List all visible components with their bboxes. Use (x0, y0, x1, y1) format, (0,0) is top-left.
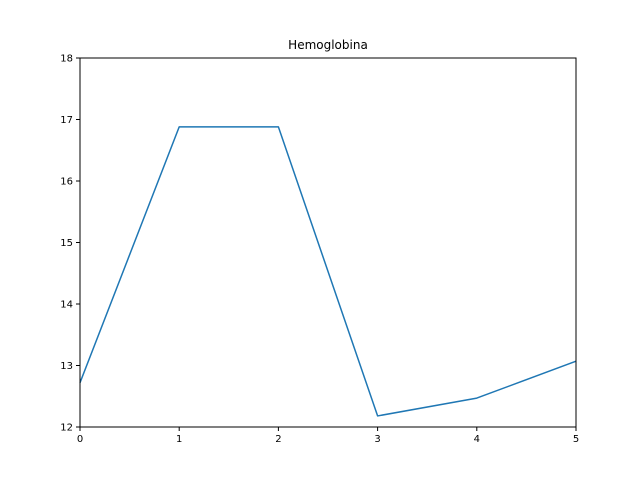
series-layer (79, 126, 577, 417)
y-tick-label: 12 (60, 423, 73, 434)
y-tick-label: 15 (60, 238, 73, 249)
y-tick-label: 16 (60, 177, 73, 188)
plot-frame (79, 57, 577, 428)
x-tick-label: 2 (275, 434, 281, 445)
x-tick-label: 4 (474, 434, 480, 445)
y-tick-label: 14 (60, 300, 73, 311)
x-tick-label: 5 (573, 434, 579, 445)
x-tick-label: 3 (374, 434, 380, 445)
x-tick-label: 0 (77, 434, 83, 445)
y-tick-label: 13 (60, 361, 73, 372)
series-line (79, 126, 577, 417)
y-tick-label: 18 (60, 54, 73, 65)
chart-title: Hemoglobina (288, 38, 368, 52)
y-tick-label: 17 (60, 115, 73, 126)
x-tick-label: 1 (176, 434, 182, 445)
